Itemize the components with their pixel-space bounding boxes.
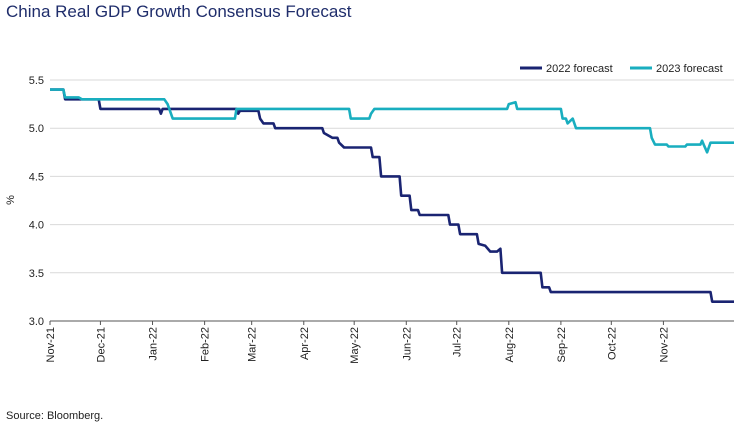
legend: 2022 forecast 2023 forecast: [520, 63, 723, 75]
x-tick-label: Nov-22: [658, 327, 670, 362]
y-tick-label: 4.5: [29, 171, 44, 183]
x-tick-label: Jan-22: [148, 327, 160, 361]
x-tick-label: Oct-22: [606, 327, 618, 360]
x-tick-label: Nov-21: [45, 327, 57, 362]
y-tick-label: 3.0: [29, 316, 44, 328]
series-lines: [50, 88, 734, 303]
x-tick-label: Apr-22: [299, 327, 311, 360]
x-tick-label: Mar-22: [247, 327, 259, 362]
y-tick-label: 4.0: [29, 220, 44, 232]
x-tick-label: Jun-22: [401, 327, 413, 361]
source-note: Source: Bloomberg.: [6, 410, 104, 422]
x-tick-label: May-22: [349, 327, 361, 364]
legend-label: 2022 forecast: [546, 63, 613, 75]
x-tick-label: Aug-22: [504, 327, 516, 362]
series-line-2022-forecast: [50, 88, 734, 303]
x-tick-label: Dec-21: [95, 327, 107, 362]
y-tick-label: 5.5: [29, 75, 44, 87]
legend-label: 2023 forecast: [656, 63, 723, 75]
x-tick-label: Jul-22: [452, 327, 464, 357]
chart-title: China Real GDP Growth Consensus Forecast: [6, 2, 352, 21]
y-tick-label: 3.5: [29, 268, 44, 280]
y-axis-label: %: [5, 195, 17, 205]
series-line-2023-forecast: [50, 88, 734, 154]
gridlines: [50, 79, 734, 322]
x-tick-label: Sep-22: [556, 327, 568, 362]
x-tick-label: Feb-22: [200, 327, 212, 362]
axes: 3.0 3.5 4.0 4.5 5.0 5.5 Nov-21 Dec-21 Jan-22 Feb-…: [29, 75, 734, 364]
y-tick-label: 5.0: [29, 123, 44, 135]
